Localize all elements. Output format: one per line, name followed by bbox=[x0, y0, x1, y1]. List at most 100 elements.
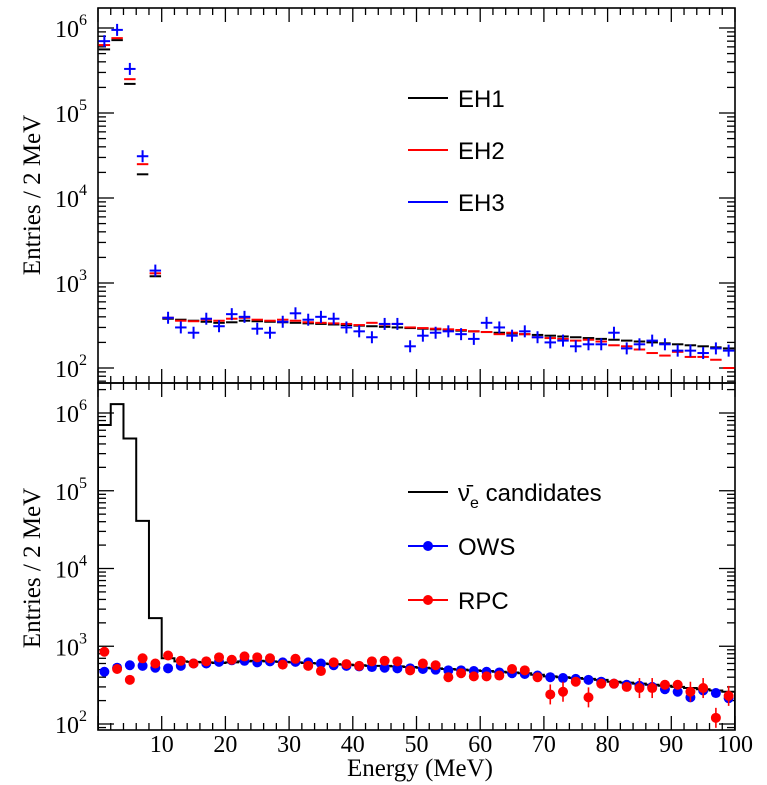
data-point bbox=[659, 679, 670, 690]
legend-label: EH2 bbox=[458, 138, 505, 165]
data-point bbox=[722, 344, 735, 357]
legend-item-eh1: EH1 bbox=[408, 86, 505, 113]
data-point bbox=[163, 663, 174, 674]
data-point bbox=[417, 658, 428, 669]
data-point bbox=[558, 673, 569, 684]
x-tick-label: 90 bbox=[659, 732, 683, 758]
legend-item-eh2: EH2 bbox=[408, 138, 505, 165]
y-tick-label: 104 bbox=[55, 182, 87, 213]
bottom-panel: 102 103 104 105 106 10 20 30 40 50 60 70 80 90 100 ν̄e … bbox=[55, 382, 753, 758]
data-point bbox=[519, 325, 531, 338]
data-point bbox=[507, 663, 518, 674]
data-point bbox=[672, 679, 683, 690]
plot-area-top bbox=[98, 23, 735, 369]
series-eh1 bbox=[98, 39, 735, 350]
legend-label: ν̄e candidates bbox=[458, 480, 602, 512]
data-point bbox=[150, 658, 161, 669]
series-eh3 bbox=[98, 23, 735, 360]
data-point bbox=[99, 666, 110, 677]
data-point bbox=[684, 344, 697, 357]
data-point bbox=[723, 685, 734, 706]
data-point bbox=[264, 326, 276, 339]
data-point bbox=[175, 321, 187, 334]
data-point bbox=[238, 310, 251, 323]
data-point bbox=[213, 320, 225, 333]
data-point bbox=[481, 671, 492, 682]
data-point bbox=[226, 654, 237, 665]
data-point bbox=[558, 681, 569, 702]
data-point bbox=[264, 653, 275, 664]
data-point bbox=[188, 658, 199, 669]
data-point bbox=[328, 657, 339, 668]
data-point bbox=[697, 347, 709, 360]
x-tick-label: 10 bbox=[150, 732, 174, 758]
series-rpc bbox=[99, 646, 734, 728]
y-tick-label: 105 bbox=[55, 97, 87, 128]
data-point bbox=[671, 344, 684, 357]
data-point bbox=[621, 681, 632, 692]
y-tick-label: 106 bbox=[55, 397, 87, 428]
top-panel: 102 103 104 105 106 EH1 EH2 EH3 bbox=[55, 7, 736, 384]
data-point bbox=[710, 707, 721, 728]
data-point bbox=[442, 325, 455, 338]
y-tick-label: 104 bbox=[55, 553, 87, 584]
x-tick-label: 30 bbox=[277, 732, 301, 758]
data-point bbox=[698, 678, 709, 699]
data-point bbox=[341, 659, 352, 670]
data-point bbox=[519, 665, 530, 676]
legend-top: EH1 EH2 EH3 bbox=[408, 86, 505, 217]
y-tick-label: 106 bbox=[55, 12, 87, 43]
x-tick-label: 60 bbox=[468, 732, 492, 758]
legend-item-rpc: RPC bbox=[408, 588, 509, 615]
data-point bbox=[315, 310, 327, 323]
data-point bbox=[582, 338, 595, 351]
data-point bbox=[226, 308, 238, 321]
data-point bbox=[545, 684, 556, 705]
data-point bbox=[596, 678, 607, 689]
legend-item-nue-candidates: ν̄e candidates bbox=[408, 480, 602, 512]
data-point bbox=[544, 336, 557, 349]
data-point bbox=[405, 665, 416, 676]
data-point bbox=[468, 332, 480, 345]
data-point bbox=[289, 307, 302, 320]
legend-label: OWS bbox=[458, 534, 515, 561]
data-point bbox=[634, 678, 645, 699]
data-point bbox=[366, 656, 377, 667]
data-point bbox=[647, 678, 658, 699]
data-point bbox=[659, 338, 671, 351]
bottom-y-axis-label: Entries / 2 MeV bbox=[19, 488, 46, 648]
data-point bbox=[214, 652, 225, 663]
data-point bbox=[99, 646, 110, 657]
x-tick-label: 100 bbox=[717, 732, 753, 758]
data-point bbox=[391, 317, 404, 330]
data-point bbox=[201, 656, 212, 667]
data-point bbox=[379, 655, 390, 666]
data-point bbox=[136, 150, 149, 163]
data-point bbox=[595, 338, 607, 351]
legend-marker bbox=[423, 541, 433, 551]
data-point bbox=[443, 672, 454, 683]
y-tick-label: 103 bbox=[55, 267, 87, 298]
data-point bbox=[353, 325, 365, 338]
x-tick-label: 70 bbox=[532, 732, 556, 758]
x-tick-label: 20 bbox=[213, 732, 237, 758]
data-point bbox=[570, 676, 581, 687]
legend-label: EH3 bbox=[458, 190, 505, 217]
y-tick-label: 102 bbox=[55, 352, 87, 383]
plot-area-bottom bbox=[98, 403, 735, 730]
legend-marker bbox=[423, 595, 433, 605]
data-point bbox=[340, 321, 353, 334]
top-y-axis-label: Entries / 2 MeV bbox=[19, 115, 46, 275]
data-point bbox=[685, 681, 696, 702]
y-tick-label: 103 bbox=[55, 630, 87, 661]
data-point bbox=[302, 313, 314, 326]
data-point bbox=[506, 329, 518, 342]
data-point bbox=[583, 674, 594, 685]
data-point bbox=[493, 321, 506, 334]
legend-label: RPC bbox=[458, 588, 509, 615]
data-point bbox=[112, 663, 123, 674]
data-point bbox=[124, 660, 135, 671]
data-point bbox=[175, 655, 186, 666]
x-tick-label: 80 bbox=[596, 732, 620, 758]
data-point bbox=[366, 331, 378, 344]
